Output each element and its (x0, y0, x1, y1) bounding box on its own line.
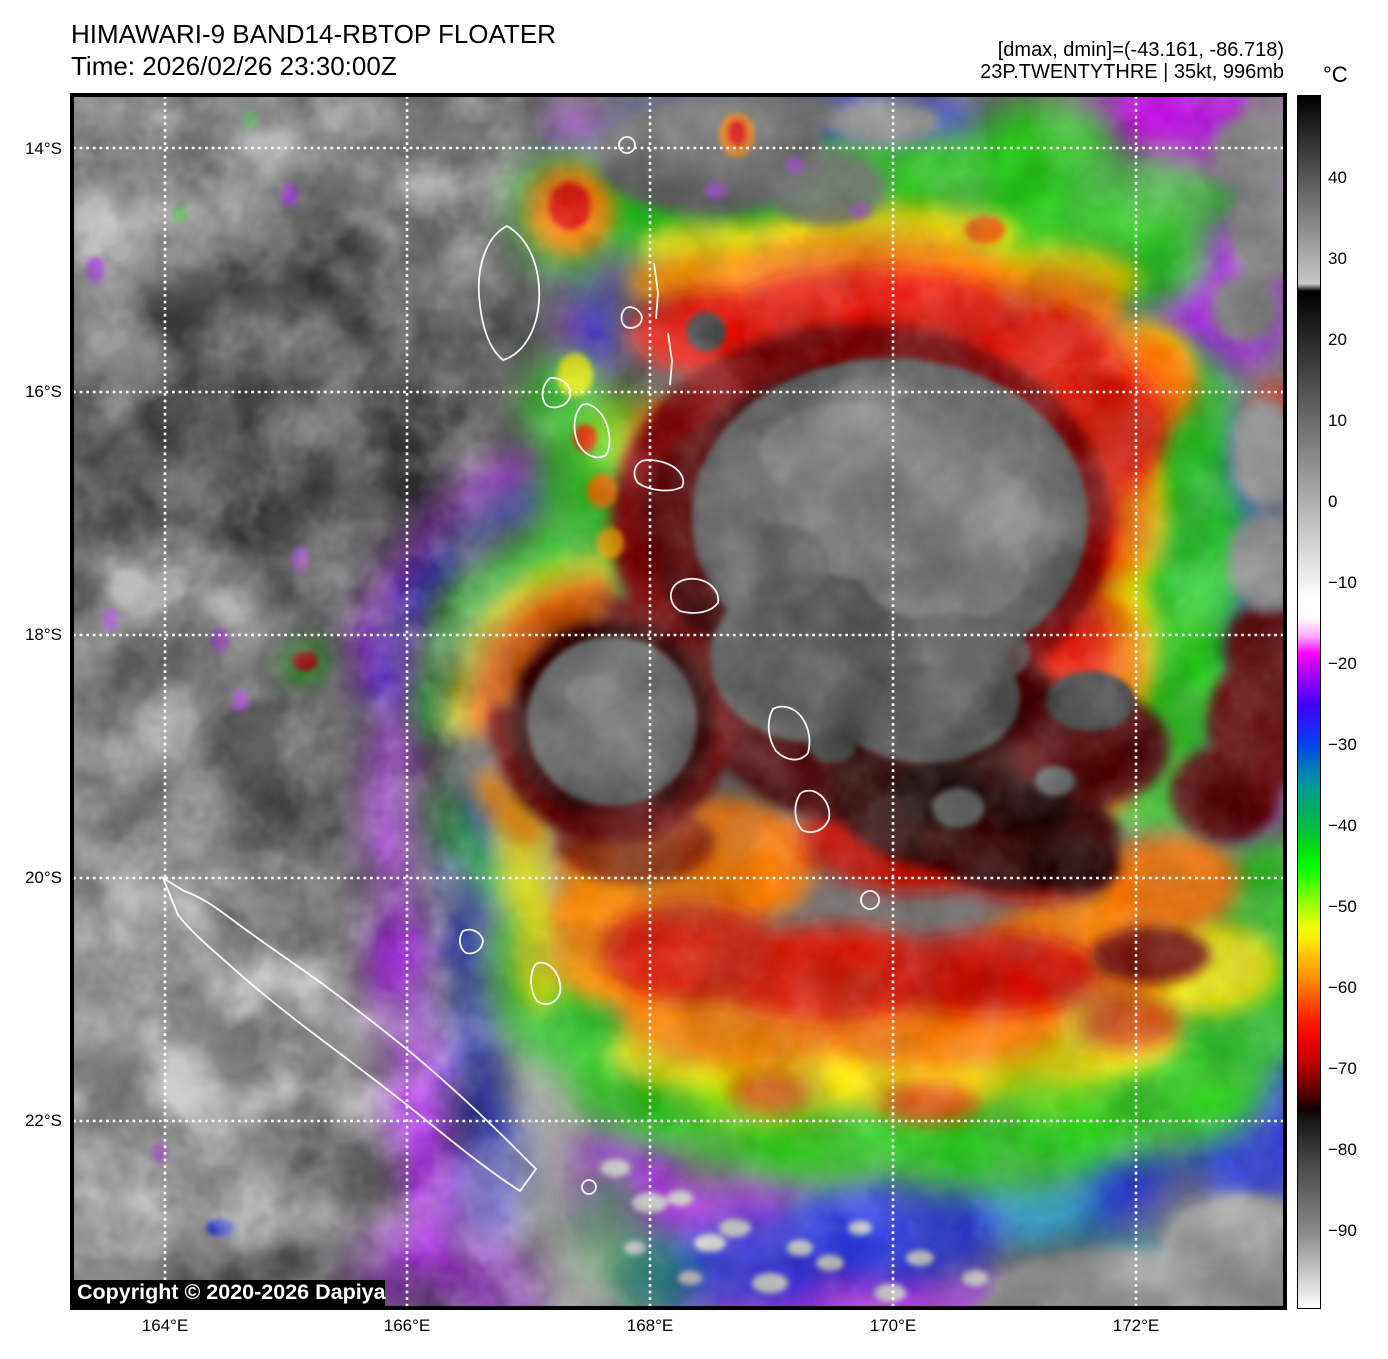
svg-text:Copyright © 2020-2026 Dapiya: Copyright © 2020-2026 Dapiya (77, 1280, 387, 1304)
